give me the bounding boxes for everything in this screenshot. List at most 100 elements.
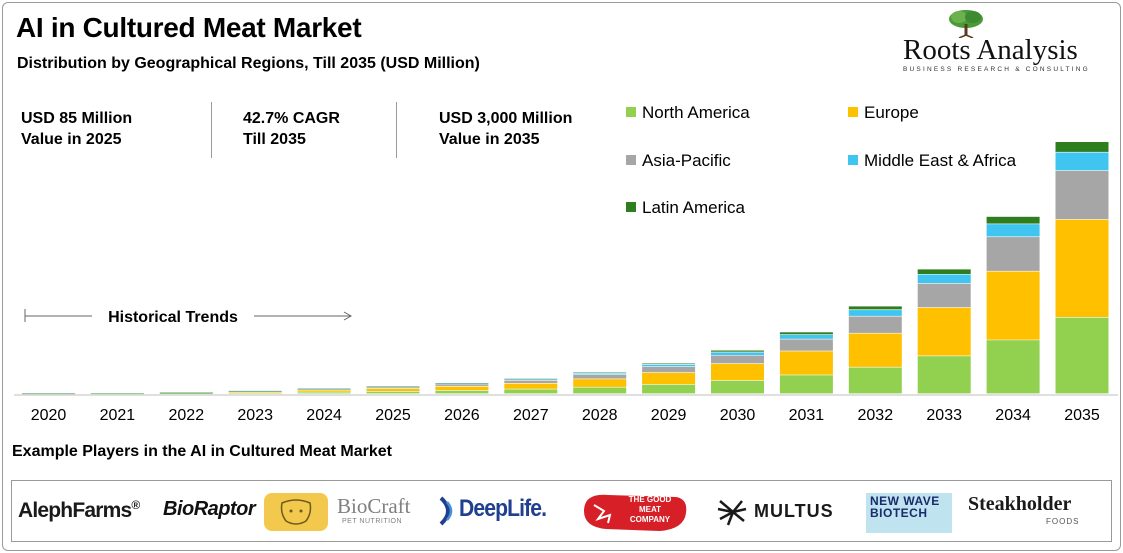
bar-2027-europe xyxy=(504,383,558,389)
bar-2033-asia-pacific xyxy=(917,283,971,308)
kpi-line: Value in 2035 xyxy=(439,131,540,148)
bar-2027-middle-east-africa xyxy=(504,379,558,380)
registered-mark: ® xyxy=(131,498,140,512)
legend-item: North America xyxy=(626,103,750,123)
legend-label: North America xyxy=(642,103,750,122)
legend-swatch xyxy=(848,107,858,117)
x-tick-label: 2032 xyxy=(858,407,894,424)
bar-2035-europe xyxy=(1055,219,1109,317)
bar-2031-asia-pacific xyxy=(779,339,833,351)
legend-label: Europe xyxy=(864,103,919,122)
bar-2034-middle-east-africa xyxy=(986,224,1040,237)
bar-2034-asia-pacific xyxy=(986,237,1040,271)
x-tick-label: 2029 xyxy=(651,407,687,424)
logo-tagline: BUSINESS RESEARCH & CONSULTING xyxy=(903,66,1090,73)
x-tick-label: 2022 xyxy=(169,407,205,424)
logo-name: Roots Analysis xyxy=(903,34,1078,66)
players-title: Example Players in the AI in Cultured Me… xyxy=(12,443,392,460)
bar-2031-latin-america xyxy=(779,332,833,335)
kpi-divider xyxy=(396,102,397,158)
alephfarms-logo: AlephFarms® xyxy=(18,498,140,523)
legend-label: Middle East & Africa xyxy=(864,151,1017,170)
bar-2034-europe xyxy=(986,271,1040,340)
x-tick-label: 2031 xyxy=(789,407,825,424)
bar-2033-north-america xyxy=(917,356,971,394)
legend-item: Asia-Pacific xyxy=(626,151,731,171)
bar-2032-middle-east-africa xyxy=(848,310,902,316)
bar-2030-latin-america xyxy=(711,350,764,352)
bar-2031-europe xyxy=(779,351,833,375)
biocraft-icon xyxy=(264,493,328,531)
bar-2024-asia-pacific xyxy=(297,389,351,390)
multus-icon xyxy=(716,497,750,527)
bar-2033-europe xyxy=(917,307,971,356)
bar-2034-latin-america xyxy=(986,216,1040,224)
player-name: THE GOOD MEAT COMPANY xyxy=(628,495,672,524)
legend-label: Asia-Pacific xyxy=(642,151,731,170)
bar-2031-north-america xyxy=(779,375,833,394)
bar-2035-north-america xyxy=(1055,317,1109,394)
bar-2029-latin-america xyxy=(642,363,696,365)
biocraft-logo: BioCraft xyxy=(337,494,411,518)
bar-2029-north-america xyxy=(642,384,696,394)
annotation-label: Historical Trends xyxy=(108,309,238,326)
bar-2028-europe xyxy=(573,379,627,387)
bar-2030-middle-east-africa xyxy=(711,352,764,355)
bar-2030-asia-pacific xyxy=(711,355,764,364)
stacked-bar-chart: 2020 2021 2022 2023 2024 2025 2026 2027 2028 2029… xyxy=(14,142,1118,424)
bar-2027-north-america xyxy=(504,389,558,394)
roots-analysis-logo: Roots Analysis BUSINESS RESEARCH & CONSU… xyxy=(898,8,1108,78)
bar-2028-middle-east-africa xyxy=(573,373,627,375)
legend-item: Latin America xyxy=(626,198,745,218)
bar-2028-north-america xyxy=(573,387,627,394)
bar-2026-north-america xyxy=(435,390,489,394)
x-tick-label: 2021 xyxy=(100,407,136,424)
deeplife-icon xyxy=(437,494,457,528)
kpi-2035-value: USD 3,000 Million Value in 2035 xyxy=(439,108,572,150)
players-logo-strip: AlephFarms® BioRaptor BioCraft PET NUTRI… xyxy=(11,480,1112,542)
kpi-line: Value in 2025 xyxy=(21,131,122,148)
kpi-line: USD 85 Million xyxy=(21,110,133,127)
x-tick-label: 2027 xyxy=(513,407,549,424)
x-tick-label: 2020 xyxy=(31,407,67,424)
bar-2025-europe xyxy=(366,388,420,392)
x-tick-label: 2030 xyxy=(720,407,756,424)
bar-2032-asia-pacific xyxy=(848,316,902,333)
bar-2026-europe xyxy=(435,386,489,391)
bar-2030-europe xyxy=(711,363,764,381)
x-tick-label: 2035 xyxy=(1064,407,1100,424)
bar-2035-latin-america xyxy=(1055,142,1109,152)
bar-2025-asia-pacific xyxy=(366,387,420,389)
bar-2029-europe xyxy=(642,372,696,385)
good-meat-logo: THE GOOD MEAT COMPANY xyxy=(580,489,692,535)
bar-2025-north-america xyxy=(366,391,420,394)
bar-2033-middle-east-africa xyxy=(917,274,971,283)
legend-swatch xyxy=(848,155,858,165)
legend-label: Latin America xyxy=(642,198,745,217)
new-wave-biotech-logo: NEW WAVE BIOTECH xyxy=(866,493,952,533)
legend-swatch xyxy=(626,107,636,117)
bioraptor-logo: BioRaptor xyxy=(163,498,256,520)
legend-swatch xyxy=(626,202,636,212)
kpi-line: USD 3,000 Million xyxy=(439,110,573,127)
x-tick-label: 2033 xyxy=(926,407,962,424)
bar-2032-latin-america xyxy=(848,306,902,310)
bar-2029-asia-pacific xyxy=(642,367,696,373)
biocraft-subtitle: PET NUTRITION xyxy=(342,518,403,525)
bar-2030-north-america xyxy=(711,380,764,394)
chart-title: AI in Cultured Meat Market xyxy=(16,12,362,43)
steakholder-logo: Steakholder xyxy=(968,493,1072,515)
player-name: AlephFarms xyxy=(18,499,132,522)
steakholder-subtitle: FOODS xyxy=(1046,517,1080,526)
x-tick-label: 2026 xyxy=(444,407,480,424)
bar-2031-middle-east-africa xyxy=(779,334,833,339)
kpi-2025-value: USD 85 Million Value in 2025 xyxy=(21,108,132,150)
bar-2027-asia-pacific xyxy=(504,380,558,383)
kpi-line: 42.7% CAGR xyxy=(243,110,340,127)
bar-2033-latin-america xyxy=(917,269,971,274)
kpi-divider xyxy=(211,102,212,158)
x-tick-label: 2034 xyxy=(995,407,1031,424)
bar-2032-europe xyxy=(848,333,902,367)
kpi-line: Till 2035 xyxy=(243,131,306,148)
